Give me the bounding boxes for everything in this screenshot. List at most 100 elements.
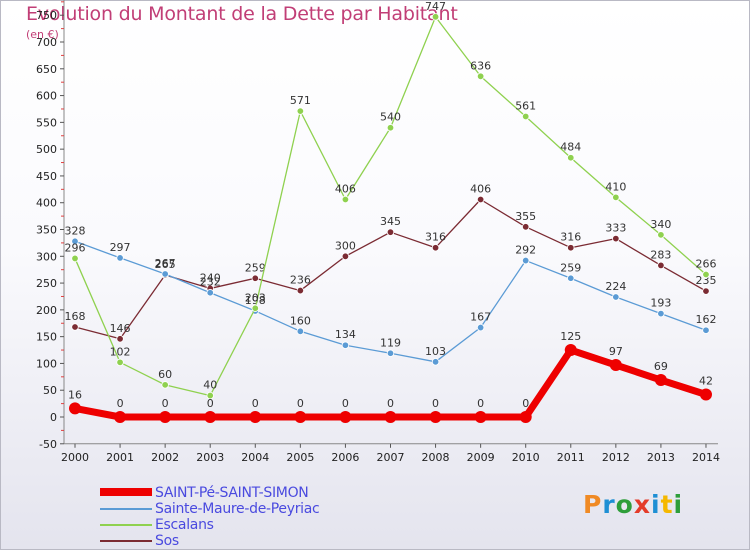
logo-letter: r: [602, 490, 616, 519]
data-point: [431, 358, 440, 366]
data-point: [341, 341, 350, 349]
data-label: 0: [387, 397, 394, 410]
legend-swatch: [100, 488, 152, 496]
data-point: [657, 261, 665, 270]
data-point: [71, 237, 79, 245]
data-point: [116, 254, 124, 262]
data-point: [612, 193, 620, 202]
data-point: [702, 326, 710, 334]
data-label: 406: [335, 183, 356, 196]
y-tick-label: 300: [36, 250, 57, 263]
data-label: 266: [695, 258, 716, 271]
data-point: [474, 411, 487, 423]
x-tick-label: 2004: [241, 451, 269, 464]
y-tick-label: 150: [36, 331, 57, 344]
data-label: 102: [110, 345, 131, 358]
data-label: 540: [380, 111, 401, 124]
data-label: 296: [65, 241, 86, 254]
data-label: 167: [470, 311, 491, 324]
data-label: 328: [65, 224, 86, 237]
data-label: 571: [290, 94, 311, 107]
data-point: [206, 391, 214, 400]
y-tick-label: 750: [36, 9, 57, 22]
chart-unit: (en €): [26, 28, 59, 41]
data-point: [116, 358, 124, 367]
data-label: 410: [605, 180, 626, 193]
data-label: 0: [477, 397, 484, 410]
data-label: 0: [342, 397, 349, 410]
data-label: 316: [425, 231, 446, 244]
data-label: 0: [252, 397, 259, 410]
data-label: 333: [605, 222, 626, 235]
data-point: [384, 411, 397, 423]
data-point: [386, 228, 395, 236]
data-point: [476, 72, 485, 80]
data-label: 0: [522, 397, 529, 410]
data-point: [296, 286, 305, 295]
data-label: 355: [515, 210, 536, 223]
y-tick-label: 250: [36, 277, 57, 290]
x-tick-label: 2002: [151, 451, 179, 464]
data-point: [657, 231, 665, 239]
data-point: [114, 411, 127, 423]
y-tick-label: 200: [36, 304, 57, 317]
logo-letter: t: [660, 490, 674, 519]
data-label: 292: [515, 244, 536, 257]
x-tick-label: 2006: [331, 451, 359, 464]
data-point: [702, 270, 710, 279]
data-point: [341, 195, 350, 204]
legend-label: Escalans: [155, 517, 214, 533]
legend-label: Sainte-Maure-de-Peyriac: [155, 501, 320, 517]
data-label: 345: [380, 215, 401, 228]
data-label: 193: [650, 297, 671, 310]
data-point: [429, 411, 442, 423]
data-label: 235: [695, 274, 716, 287]
data-point: [522, 112, 530, 121]
x-tick-label: 2012: [602, 451, 630, 464]
data-point: [249, 411, 262, 423]
data-point: [161, 381, 169, 389]
data-label: 60: [158, 368, 172, 381]
x-tick-label: 2014: [692, 451, 720, 464]
data-point: [204, 411, 217, 423]
data-label: 103: [425, 345, 446, 358]
chart-title: Evolution du Montant de la Dette par Hab…: [26, 3, 458, 25]
x-tick-label: 2005: [286, 451, 314, 464]
data-label: 125: [560, 330, 581, 343]
data-point: [296, 327, 305, 335]
data-point: [567, 244, 575, 252]
logo-letter: o: [615, 490, 634, 519]
legend-swatch: [100, 540, 152, 542]
y-tick-label: 400: [36, 197, 57, 210]
data-label: 300: [335, 239, 356, 252]
y-tick-label: 450: [36, 170, 57, 183]
data-point: [69, 402, 81, 415]
x-tick-label: 2000: [61, 451, 89, 464]
data-label: 561: [515, 99, 536, 112]
x-tick-label: 2013: [647, 451, 675, 464]
proxiti-logo: Proxiti: [583, 490, 683, 519]
data-label: 42: [699, 375, 713, 388]
data-label: 636: [470, 59, 491, 72]
y-tick-label: 0: [50, 411, 57, 424]
data-label: 265: [155, 258, 176, 271]
legend-swatch: [100, 508, 152, 510]
y-tick-label: 50: [43, 384, 57, 397]
data-label: 198: [245, 294, 266, 307]
data-point: [71, 254, 79, 263]
data-label: 240: [200, 271, 221, 284]
y-tick-label: 700: [36, 36, 57, 49]
x-tick-label: 2010: [512, 451, 540, 464]
data-point: [609, 359, 622, 372]
legend-label: SAINT-Pé-SAINT-SIMON: [155, 485, 309, 501]
data-point: [431, 244, 440, 252]
data-label: 16: [68, 388, 82, 401]
data-label: 134: [335, 328, 356, 341]
data-point: [206, 289, 214, 297]
data-label: 283: [650, 248, 671, 261]
logo-letter: x: [633, 490, 651, 519]
data-label: 119: [380, 336, 401, 349]
logo-letter: i: [673, 490, 684, 519]
